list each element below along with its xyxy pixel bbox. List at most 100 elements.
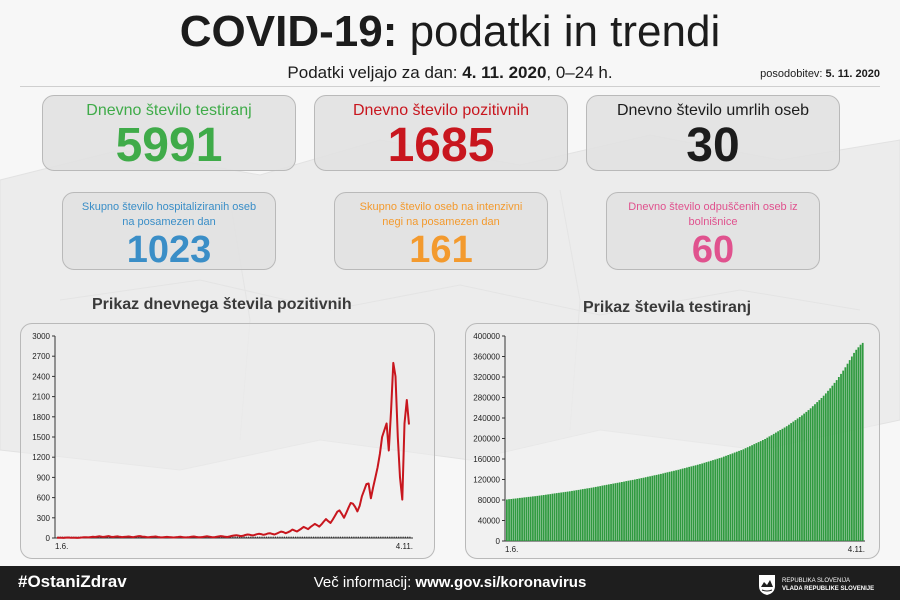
tests-chart-bar (844, 367, 847, 541)
footer-bar: #OstaniZdrav Več informacij: www.gov.si/… (0, 566, 900, 600)
positive-chart-bar (274, 536, 277, 538)
tests-chart-y-tick-label: 400000 (473, 332, 500, 341)
tests-chart-bar (720, 457, 723, 541)
tests-chart-bar (807, 410, 810, 541)
tests-chart-bar (631, 479, 634, 541)
tests-chart-bar (649, 476, 651, 541)
positive-chart-bar (380, 536, 382, 538)
positive-chart-bar (292, 536, 294, 538)
more-info-link[interactable]: www.gov.si/koronavirus (415, 574, 587, 591)
daily-tests-label: Dnevno število testiranj (86, 102, 252, 119)
positive-chart-bar (339, 536, 342, 538)
tests-chart-bar (701, 463, 704, 541)
tests-chart-bar (853, 352, 855, 541)
positive-chart-bar (265, 536, 268, 538)
tests-chart-bar (586, 488, 589, 541)
positive-chart-bar (371, 536, 373, 538)
tests-chart-bar (575, 490, 578, 541)
tests-chart-y-tick-label: 0 (496, 537, 501, 546)
tests-chart-y-tick-label: 120000 (473, 476, 500, 485)
intensive-care-label: Skupno število oseb na intenzivni negi n… (359, 201, 523, 228)
validity-suffix: , 0–24 h. (546, 63, 613, 82)
tests-chart-bar (824, 393, 827, 541)
daily-positive-value: 1685 (387, 119, 495, 172)
tests-chart-y-tick-label: 40000 (478, 517, 501, 526)
tests-chart-bar (757, 442, 760, 541)
tests-chart-bar (768, 436, 771, 541)
positive-chart-bar (299, 536, 301, 538)
tests-chart-title: Prikaz števila testiranj (583, 299, 752, 316)
tests-chart-bar (532, 496, 534, 541)
tests-chart-bar (601, 485, 604, 541)
positive-chart-bar (391, 536, 393, 538)
tests-chart-bar (653, 475, 656, 541)
positive-chart-panel (20, 323, 435, 559)
card-daily-deaths: Dnevno število umrlih oseb 30 (586, 95, 840, 171)
positive-chart-bar (375, 536, 377, 538)
government-text: REPUBLIKA SLOVENIJA VLADA REPUBLIKE SLOV… (782, 577, 874, 593)
page-title: COVID-19: podatki in trendi (0, 4, 900, 60)
tests-chart-bar (562, 492, 565, 541)
tests-chart-bar (625, 481, 628, 541)
positive-chart-bar (357, 536, 359, 538)
positive-chart-bar (373, 536, 375, 538)
tests-chart-bar (666, 472, 669, 541)
positive-chart-x-tick-label: 1.6. (55, 542, 68, 551)
tests-chart-bar (727, 455, 730, 541)
tests-chart-bar (668, 471, 671, 541)
gov-line-1: REPUBLIKA SLOVENIJA (782, 578, 851, 584)
card-daily-positive: Dnevno število pozitivnih 1685 (314, 95, 568, 171)
tests-chart-bar (623, 481, 625, 541)
positive-chart-bar (317, 536, 319, 538)
tests-chart-bar (809, 408, 812, 541)
tests-chart-bar (614, 483, 617, 541)
tests-chart-bar (798, 417, 801, 541)
tests-chart-bar (579, 489, 582, 541)
tests-chart-bar (584, 488, 586, 541)
tests-chart-y-tick-label: 320000 (473, 373, 500, 382)
tests-chart-bar (514, 498, 517, 541)
positive-chart-bar (312, 536, 315, 538)
tests-chart-bar (590, 487, 593, 541)
positive-chart-bar (351, 536, 353, 538)
tests-chart-bar (749, 446, 751, 541)
tests-chart-bar (620, 482, 623, 541)
tests-chart-bar (636, 479, 638, 541)
more-info: Več informacij: www.gov.si/koronavirus (0, 574, 900, 591)
tests-chart-bar (536, 495, 539, 541)
tests-chart-bar (714, 459, 717, 541)
tests-chart-bar (850, 356, 853, 541)
tests-chart-bar (801, 415, 803, 541)
tests-chart-bar (835, 380, 838, 541)
tests-chart-bar (814, 404, 816, 541)
tests-chart-bar (831, 385, 834, 541)
positive-chart-y-tick-label: 900 (37, 473, 51, 482)
tests-chart-bar (688, 466, 691, 541)
positive-chart-bar (366, 536, 368, 538)
positive-chart-y-tick-label: 1800 (32, 413, 50, 422)
positive-chart-bar (261, 536, 263, 538)
tests-chart-bar (642, 477, 645, 541)
positive-chart-bar (328, 536, 330, 538)
positive-chart-y-tick-label: 0 (46, 534, 51, 543)
positive-chart-bar (272, 536, 274, 538)
tests-chart-bar (603, 485, 606, 541)
tests-chart-bar (696, 464, 699, 541)
tests-chart-bar (588, 488, 591, 541)
tests-chart-bar (803, 413, 806, 541)
positive-chart-bar (288, 536, 290, 538)
tests-chart-bar (538, 495, 541, 541)
tests-chart-bar (716, 458, 719, 541)
positive-chart-bar (277, 536, 279, 538)
positive-chart-bar (359, 536, 362, 538)
positive-chart-bar (382, 536, 384, 538)
tests-chart-bar (547, 494, 549, 541)
tests-chart-bar (829, 388, 832, 541)
tests-chart-bar (735, 451, 738, 541)
positive-chart-bar (344, 536, 346, 538)
tests-chart-bar (679, 469, 682, 541)
positive-chart-bar (310, 536, 312, 538)
tests-chart-bar (692, 465, 695, 541)
tests-chart-y-tick-label: 240000 (473, 414, 500, 423)
positive-chart-bar (259, 536, 261, 538)
